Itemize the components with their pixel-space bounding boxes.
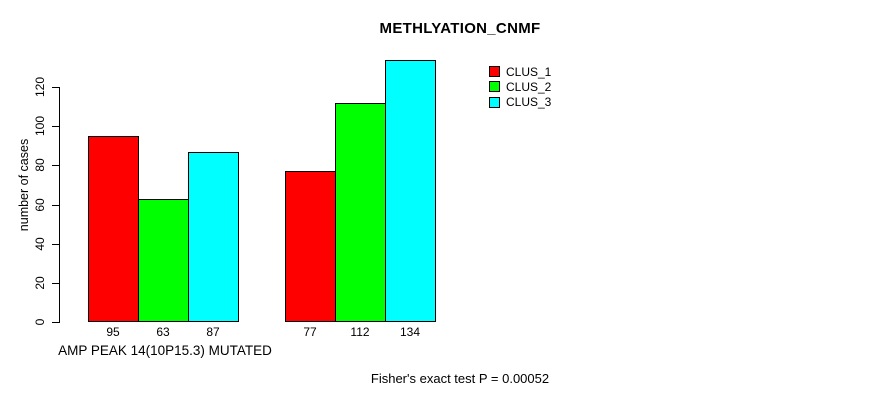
y-tick-mark-100 [52, 126, 59, 128]
y-tick-label-60: 60 [33, 197, 47, 212]
bar-clus_2-group2 [335, 102, 386, 322]
bar-value-clus_3-group1: 87 [206, 325, 220, 339]
bar-clus_3-group1 [188, 151, 239, 322]
legend-swatch-clus_2 [489, 81, 500, 93]
bar-value-clus_2-group2: 112 [350, 325, 370, 339]
y-tick-mark-80 [52, 165, 59, 167]
fisher-test-annotation: Fisher's exact test P = 0.00052 [370, 371, 550, 386]
x-axis-group-label-1: AMP PEAK 14(10P15.3) MUTATED [58, 343, 272, 358]
y-tick-mark-0 [52, 322, 59, 323]
bar-clus_2-group1 [138, 198, 189, 322]
y-axis-label: number of cases [17, 138, 31, 232]
legend-label-clus_3: CLUS_3 [506, 95, 552, 110]
bar-clus_1-group1 [88, 135, 139, 322]
bar-clus_1-group2 [285, 171, 336, 322]
y-tick-mark-120 [52, 87, 59, 89]
legend-swatch-clus_3 [489, 96, 500, 108]
bar-value-clus_1-group2: 77 [303, 325, 317, 339]
legend-label-clus_2: CLUS_2 [506, 79, 552, 94]
y-tick-label-80: 80 [33, 158, 47, 173]
y-tick-label-0: 0 [33, 318, 47, 326]
bar-clus_3-group2 [385, 59, 436, 322]
y-tick-mark-40 [52, 243, 59, 245]
y-tick-label-40: 40 [33, 236, 47, 251]
bar-value-clus_3-group2: 134 [399, 325, 421, 339]
y-tick-label-20: 20 [33, 276, 47, 290]
y-tick-label-120: 120 [33, 77, 47, 98]
bar-value-clus_1-group1: 95 [106, 325, 120, 339]
y-tick-label-100: 100 [33, 116, 47, 137]
legend-label-clus_1: CLUS_1 [506, 64, 552, 79]
y-tick-mark-20 [52, 282, 59, 284]
legend-swatch-clus_1 [489, 66, 500, 77]
chart-title: METHLYATION_CNMF [379, 20, 541, 37]
bar-value-clus_2-group1: 63 [156, 325, 170, 339]
y-axis-line [59, 87, 60, 323]
y-tick-mark-60 [52, 204, 59, 206]
